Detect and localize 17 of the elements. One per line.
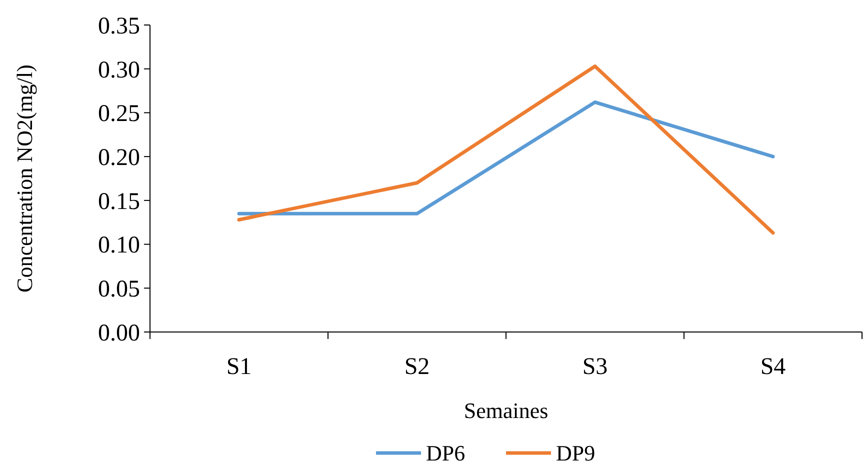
x-axis-title: Semaines [464, 398, 548, 423]
y-tick-label: 0.05 [98, 276, 140, 303]
x-tick-label: S1 [226, 354, 252, 380]
y-tick-label: 0.35 [98, 13, 140, 40]
legend-label: DP9 [556, 440, 596, 466]
y-tick-label: 0.20 [98, 144, 140, 171]
legend-label: DP6 [426, 440, 466, 466]
x-tick-label: S4 [760, 354, 786, 380]
x-tick-label: S2 [404, 354, 430, 380]
y-tick-label: 0.10 [98, 232, 140, 259]
line-series [237, 64, 775, 235]
y-tick-label: 0.25 [98, 101, 140, 128]
y-tick-label: 0.00 [98, 320, 140, 346]
y-tick-label: 0.30 [98, 57, 140, 84]
y-tick-label: 0.15 [98, 188, 140, 215]
y-axis-title: Concentration NO2(mg/l) [12, 64, 37, 292]
x-tick-label: S3 [582, 354, 608, 380]
